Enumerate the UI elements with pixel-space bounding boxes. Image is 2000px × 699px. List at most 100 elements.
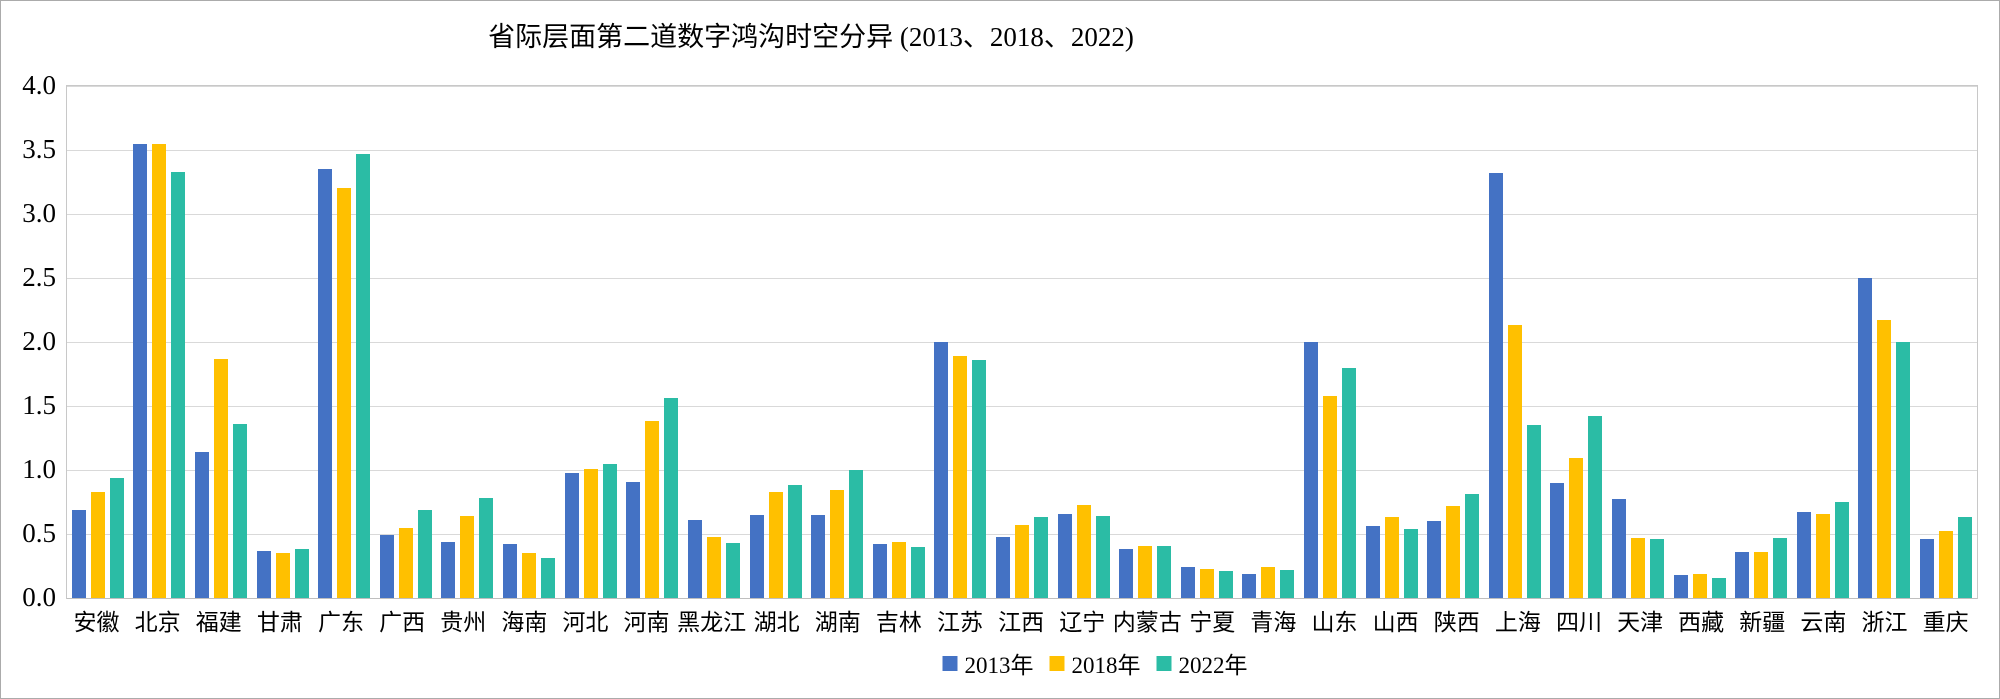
y-axis-label: 3.0 [22, 198, 56, 228]
bar [910, 547, 925, 598]
bar [1322, 396, 1337, 598]
bar [1815, 514, 1830, 598]
bar [1280, 570, 1295, 598]
x-axis-label: 宁夏 [1189, 610, 1236, 635]
bar [626, 482, 641, 598]
bar-group [1053, 86, 1115, 598]
x-axis-label: 云南 [1800, 610, 1847, 635]
bar [1199, 569, 1214, 598]
bar [891, 542, 906, 598]
bar [503, 544, 518, 598]
bar [1939, 531, 1954, 598]
bar [1550, 483, 1565, 598]
bar-group [375, 86, 437, 598]
bar [214, 359, 229, 598]
bar [768, 492, 783, 598]
gridline [67, 150, 1977, 151]
bar [995, 537, 1010, 598]
bar-group [1422, 86, 1484, 598]
bar [356, 154, 371, 598]
x-axis-label: 内蒙古 [1112, 610, 1182, 635]
x-axis-label: 湖南 [814, 610, 861, 635]
bar-group [1730, 86, 1792, 598]
bar-group [1176, 86, 1238, 598]
x-axis-label: 贵州 [440, 610, 487, 635]
bar-group [67, 86, 129, 598]
chart-title: 省际层面第二道数字鸿沟时空分异 (2013、2018、2022) [488, 22, 1134, 52]
y-axis-label: 1.0 [22, 454, 56, 484]
legend-label: 2018年 [1071, 653, 1141, 678]
bar [1138, 546, 1153, 598]
bar-group [190, 86, 252, 598]
bar [1920, 539, 1935, 598]
x-axis-label: 湖北 [753, 610, 800, 635]
bar-group [1361, 86, 1423, 598]
bar [1631, 538, 1646, 598]
gridline [67, 406, 1977, 407]
bar [849, 470, 864, 598]
y-axis-label: 0.5 [22, 518, 56, 548]
x-axis-label: 河南 [623, 610, 670, 635]
gridline [67, 214, 1977, 215]
bar [1218, 571, 1233, 598]
bar-group [868, 86, 930, 598]
bar [706, 537, 721, 598]
bar [275, 553, 290, 598]
bar [1157, 546, 1172, 598]
bar [1180, 567, 1195, 598]
bar [811, 515, 826, 598]
bar [1612, 499, 1627, 598]
bar [460, 516, 475, 598]
gridline [67, 342, 1977, 343]
bar-group [252, 86, 314, 598]
x-axis-label: 山西 [1372, 610, 1419, 635]
bar [318, 169, 333, 598]
bar-group [1114, 86, 1176, 598]
x-axis-label: 福建 [195, 610, 242, 635]
bar [1650, 539, 1665, 598]
bar-group [806, 86, 868, 598]
bar [972, 360, 987, 598]
x-axis-label: 广东 [317, 610, 364, 635]
bar [953, 356, 968, 598]
y-axis-label: 0.0 [22, 582, 56, 612]
legend-swatch [1156, 655, 1172, 671]
bar [1773, 538, 1788, 598]
x-axis-label: 安徽 [73, 610, 120, 635]
bar [564, 473, 579, 598]
bar [1507, 325, 1522, 598]
gridline [67, 598, 1977, 599]
bar [1057, 514, 1072, 598]
x-axis-label: 浙江 [1861, 610, 1908, 635]
bar [479, 498, 494, 598]
bar-group [313, 86, 375, 598]
y-axis-label: 2.0 [22, 326, 56, 356]
legend-label: 2013年 [964, 653, 1034, 678]
bar [71, 510, 86, 598]
bar [1119, 549, 1134, 598]
bar [1834, 502, 1849, 598]
bar [133, 144, 148, 598]
bar-group [129, 86, 191, 598]
bar-group [1915, 86, 1977, 598]
bar-group [1484, 86, 1546, 598]
y-axis-label: 4.0 [22, 70, 56, 100]
bar [1896, 342, 1911, 598]
bar [1033, 517, 1048, 598]
bar [233, 424, 248, 598]
bar [1095, 516, 1110, 598]
y-axis-label: 2.5 [22, 262, 56, 292]
bar [1365, 526, 1380, 598]
bar [787, 485, 802, 598]
bar [1588, 416, 1603, 598]
x-axis-label: 江苏 [936, 610, 983, 635]
bar [1242, 574, 1257, 598]
gridline [67, 470, 1977, 471]
legend-swatch [942, 655, 958, 671]
bar [1384, 517, 1399, 598]
bar-group [683, 86, 745, 598]
bar-group [1607, 86, 1669, 598]
bar-group [498, 86, 560, 598]
legend-item: 2022年 [1156, 646, 1248, 680]
